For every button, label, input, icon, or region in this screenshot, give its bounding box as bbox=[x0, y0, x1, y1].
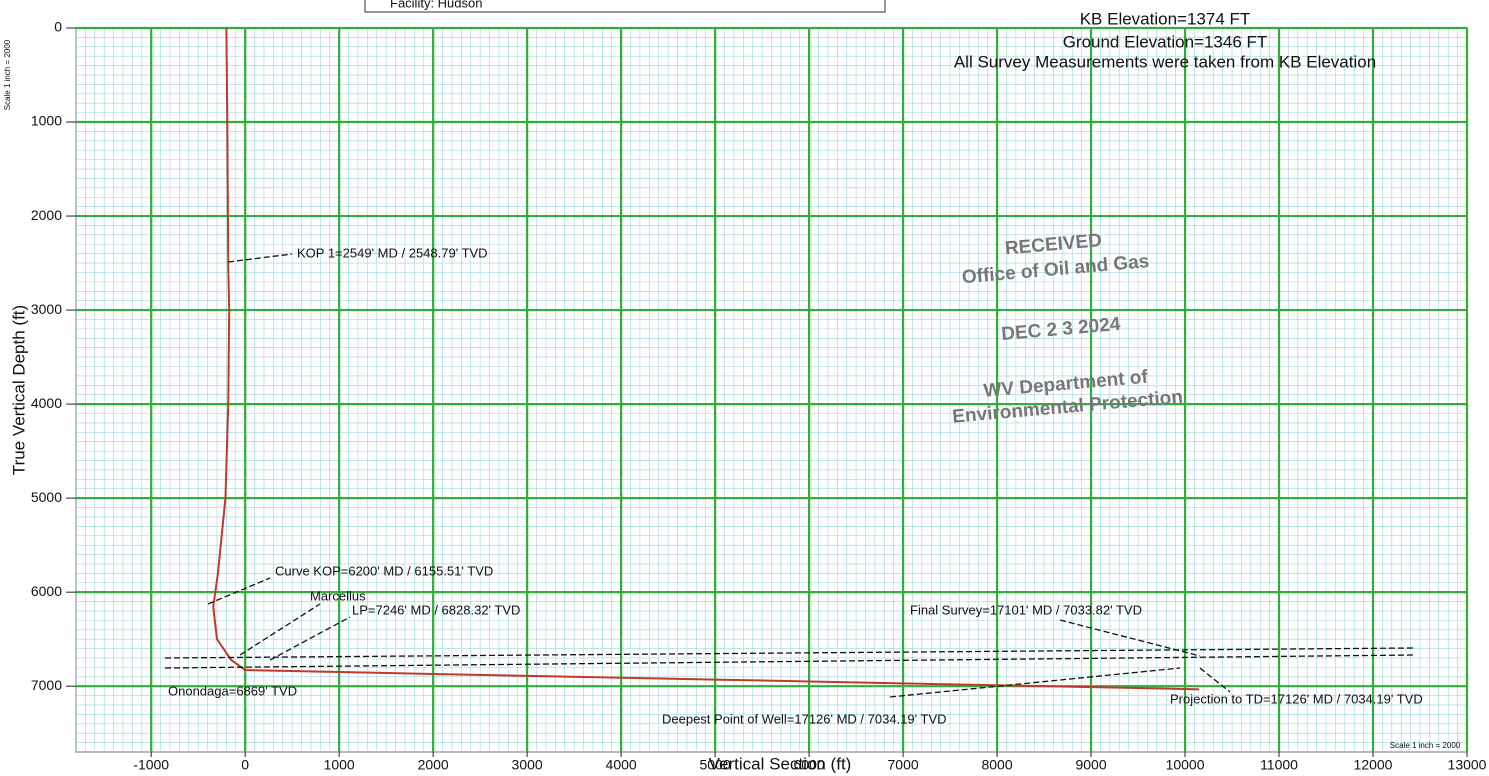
leaders bbox=[164, 253, 1416, 698]
y-tick-label: 2000 bbox=[31, 207, 62, 223]
survey-note: All Survey Measurements were taken from … bbox=[954, 52, 1376, 71]
x-tick-label: 5000 bbox=[700, 757, 731, 773]
annotation: Marcellus bbox=[310, 588, 366, 603]
annotation: LP=7246' MD / 6828.32' TVD bbox=[352, 602, 520, 617]
x-axis-label: Vertical Section (ft) bbox=[709, 754, 852, 773]
annotation: Projection to TD=17126' MD / 7034.19' TV… bbox=[1170, 691, 1423, 706]
scale-note: Scale 1 inch = 2000 bbox=[3, 39, 12, 110]
y-tick-label: 0 bbox=[54, 19, 62, 35]
x-tick-label: 12000 bbox=[1354, 757, 1393, 773]
facility-box bbox=[364, 0, 886, 13]
y-tick-label: 3000 bbox=[31, 301, 62, 317]
y-tick-label: 7000 bbox=[31, 677, 62, 693]
x-tick-label: 8000 bbox=[981, 757, 1012, 773]
scale-note: Scale 1 inch = 2000 bbox=[1390, 741, 1461, 750]
x-tick-label: 7000 bbox=[888, 757, 919, 773]
y-tick-label: 6000 bbox=[31, 583, 62, 599]
y-tick-label: 5000 bbox=[31, 489, 62, 505]
y-tick-label: 1000 bbox=[31, 113, 62, 129]
x-tick-label: -1000 bbox=[133, 757, 169, 773]
annotation: Final Survey=17101' MD / 7033.82' TVD bbox=[910, 602, 1142, 617]
x-tick-label: 2000 bbox=[418, 757, 449, 773]
y-axis-label: True Vertical Depth (ft) bbox=[9, 305, 28, 475]
annotation: Onondaga=6869' TVD bbox=[168, 683, 297, 698]
x-tick-label: 10000 bbox=[1166, 757, 1205, 773]
wellbore-path bbox=[212, 27, 1200, 691]
x-tick-label: 9000 bbox=[1075, 757, 1106, 773]
plot-layer: -1000 0 1000 2000 3000 4000 5000 6000 7000 8000 90… bbox=[31, 19, 1487, 773]
annotations: KOP 1=2549' MD / 2548.79' TVD Curve KOP=… bbox=[168, 245, 1423, 726]
annotation: KOP 1=2549' MD / 2548.79' TVD bbox=[297, 245, 488, 260]
x-tick-label: 13000 bbox=[1448, 757, 1487, 773]
y-tick-label: 4000 bbox=[31, 395, 62, 411]
ground-elevation: Ground Elevation=1346 FT bbox=[1063, 32, 1268, 51]
x-tick-label: 3000 bbox=[512, 757, 543, 773]
x-tick-label: 0 bbox=[241, 757, 249, 773]
annotation: Deepest Point of Well=17126' MD / 7034.1… bbox=[662, 711, 947, 726]
facility: Facility: Hudson bbox=[390, 0, 482, 10]
x-tick-label: 1000 bbox=[324, 757, 355, 773]
annotation: Curve KOP=6200' MD / 6155.51' TVD bbox=[275, 563, 493, 578]
kb-elevation: KB Elevation=1374 FT bbox=[1080, 9, 1251, 28]
x-tick-label: 6000 bbox=[794, 757, 825, 773]
x-tick-label: 11000 bbox=[1260, 757, 1298, 773]
x-tick-label: 4000 bbox=[606, 757, 637, 773]
